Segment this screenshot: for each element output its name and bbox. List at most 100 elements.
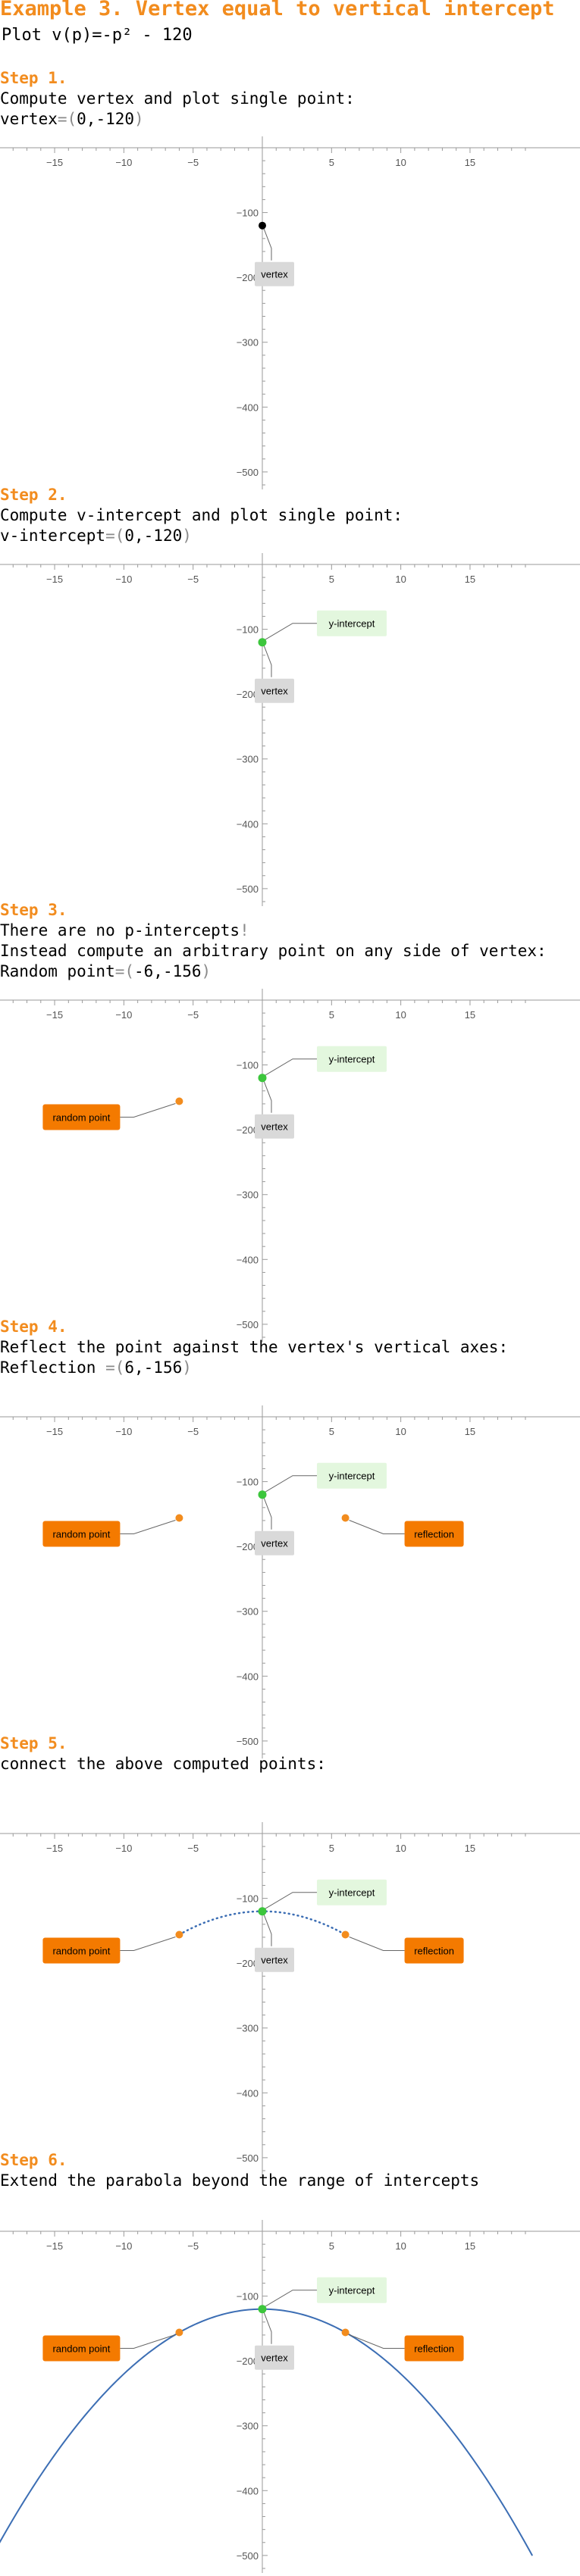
y-tick-label: −200 xyxy=(237,2356,259,2367)
y-intercept-point xyxy=(258,1490,267,1499)
y-intercept-label: y-intercept xyxy=(329,1054,375,1065)
y-tick-label: −500 xyxy=(237,2152,259,2164)
random-point-label: random point xyxy=(52,1112,110,1124)
step-text: Reflect the point against the vertex's v… xyxy=(0,1337,580,1358)
step-heading: Step 5. xyxy=(0,1734,67,1752)
y-intercept-point xyxy=(258,2305,267,2314)
step-text-part: Random point xyxy=(0,962,115,980)
x-tick-label: 5 xyxy=(329,1009,334,1021)
y-tick-label: −500 xyxy=(237,2550,259,2562)
x-tick-label: −5 xyxy=(187,1009,199,1021)
x-tick-label: −10 xyxy=(115,1843,132,1854)
vertex-label: vertex xyxy=(261,686,288,697)
callout-line xyxy=(263,228,272,261)
step-text: vertex=(0,-120) xyxy=(0,109,580,130)
y-tick-label: −300 xyxy=(237,1606,259,1618)
reflection-label-box xyxy=(404,1521,464,1547)
step-text-part: Reflection xyxy=(0,1358,106,1377)
x-tick-label: −5 xyxy=(187,2240,199,2252)
reflection-label: reflection xyxy=(414,1529,454,1540)
step-text-part: ) xyxy=(182,527,192,545)
x-tick-label: 5 xyxy=(329,574,334,585)
step-heading: Step 6. xyxy=(0,2151,67,2169)
random-point-label-box xyxy=(42,1521,121,1547)
step-text: Compute vertex and plot single point: xyxy=(0,89,580,109)
y-intercept-label: y-intercept xyxy=(329,618,375,630)
y-tick-label: −500 xyxy=(237,467,259,478)
y-tick-label: −500 xyxy=(237,1736,259,1747)
vertex-point xyxy=(259,221,266,230)
y-intercept-label-box xyxy=(317,610,387,636)
step-text-part: =( xyxy=(114,962,135,980)
y-tick-label: −100 xyxy=(237,2291,259,2302)
step-text-part: Extend the parabola beyond the range of … xyxy=(0,2171,480,2190)
x-tick-label: 5 xyxy=(329,2240,334,2252)
y-intercept-label-box xyxy=(317,1462,387,1489)
step-heading: Step 3. xyxy=(0,901,67,919)
step-text-part: -6,-156 xyxy=(134,962,202,980)
step-text: Reflection =(6,-156) xyxy=(0,1358,580,1378)
y-tick-label: −300 xyxy=(237,337,259,349)
step-3: Step 3. There are no p-intercepts! Instead… xyxy=(0,900,580,982)
y-tick-label: −200 xyxy=(237,1124,259,1136)
callout-line xyxy=(263,2312,272,2344)
x-tick-label: 15 xyxy=(465,1843,475,1854)
x-tick-label: −15 xyxy=(46,1843,63,1854)
step-text: v-intercept=(0,-120) xyxy=(0,526,580,546)
vertex-label-box xyxy=(255,2345,294,2370)
vertex-label-box xyxy=(255,1947,294,1972)
vertex-label-box xyxy=(255,261,294,286)
y-tick-label: −100 xyxy=(237,1477,259,1488)
y-tick-label: −300 xyxy=(237,1190,259,1201)
callout-line xyxy=(120,2334,176,2349)
step-text-part: vertex xyxy=(0,110,58,128)
y-tick-label: −400 xyxy=(237,402,259,413)
y-intercept-label: y-intercept xyxy=(329,2285,375,2296)
plot-step-6: −15 −10 −5 5 10 15 −100 −200 −300 −400 −500 vertex y… xyxy=(0,2220,580,2576)
y-tick-label: −400 xyxy=(237,1254,259,1265)
reflection-point xyxy=(341,1930,350,1939)
callout-line xyxy=(264,623,317,641)
step-text-part: Compute vertex and plot single point: xyxy=(0,89,355,108)
y-intercept-point xyxy=(258,1907,267,1916)
step-1: Step 1. Compute vertex and plot single po… xyxy=(0,68,580,130)
random-point-label-box xyxy=(42,1937,121,1964)
x-tick-label: −10 xyxy=(115,574,132,585)
x-tick-label: 15 xyxy=(465,157,475,168)
callout-line xyxy=(120,1937,176,1951)
vertex-label: vertex xyxy=(261,1538,288,1549)
step-text: Instead compute an arbitrary point on an… xyxy=(0,941,580,961)
step-2: Step 2. Compute v-intercept and plot sing… xyxy=(0,485,580,546)
callout-line xyxy=(349,1520,405,1534)
x-tick-label: −5 xyxy=(187,574,199,585)
step-text-part: There are no p-intercepts xyxy=(0,921,240,939)
x-tick-label: 15 xyxy=(465,574,475,585)
random-point-label: random point xyxy=(52,1529,110,1540)
x-tick-label: 10 xyxy=(395,1009,406,1021)
plot-step-3: −15 −10 −5 5 10 15 −100 −200 −300 −400 −500 vertex y… xyxy=(0,989,580,1345)
x-tick-label: −15 xyxy=(46,1009,63,1021)
reflection-label: reflection xyxy=(414,2343,454,2355)
plot-step-1: −15 −10 −5 5 10 15 −100 −200 −300 −400 −500 vertex xyxy=(0,136,580,492)
step-heading: Step 2. xyxy=(0,486,67,504)
x-tick-label: −10 xyxy=(115,1426,132,1437)
x-tick-label: −15 xyxy=(46,157,63,168)
callout-line xyxy=(120,1103,176,1118)
y-tick-label: −200 xyxy=(237,1958,259,1969)
step-4: Step 4. Reflect the point against the ver… xyxy=(0,1317,580,1378)
chart-svg: −15 −10 −5 5 10 15 −100 −200 −300 −400 −500 vertex y… xyxy=(0,989,580,1342)
x-tick-label: 5 xyxy=(329,1843,334,1854)
step-text-part: =( xyxy=(105,527,125,545)
step-text-part: Compute v-intercept and plot single poin… xyxy=(0,506,403,524)
y-intercept-label: y-intercept xyxy=(329,1887,375,1899)
y-tick-label: −300 xyxy=(237,2421,259,2432)
x-tick-label: −10 xyxy=(115,1009,132,1021)
y-tick-label: −300 xyxy=(237,754,259,765)
callout-line xyxy=(263,1497,272,1530)
y-tick-label: −100 xyxy=(237,624,259,636)
step-text: There are no p-intercepts! xyxy=(0,921,580,941)
random-point-label-box xyxy=(42,1104,121,1130)
random-point-label: random point xyxy=(52,2343,110,2355)
step-text-part: v-intercept xyxy=(0,527,106,545)
chart-svg: −15 −10 −5 5 10 15 −100 −200 −300 −400 −500 vertex y… xyxy=(0,1822,580,2175)
